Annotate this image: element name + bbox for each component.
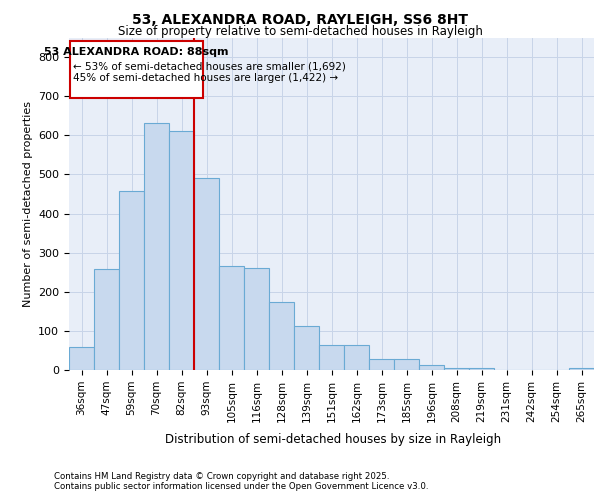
Bar: [244, 268, 269, 370]
Bar: [419, 366, 444, 370]
Text: ← 53% of semi-detached houses are smaller (1,692): ← 53% of semi-detached houses are smalle…: [73, 62, 346, 72]
Bar: [219, 266, 244, 370]
Bar: [144, 123, 169, 370]
Bar: [394, 360, 419, 370]
Bar: [69, 348, 94, 370]
Bar: [319, 344, 344, 370]
Text: 53, ALEXANDRA ROAD, RAYLEIGH, SS6 8HT: 53, ALEXANDRA ROAD, RAYLEIGH, SS6 8HT: [132, 12, 468, 26]
Text: Contains HM Land Registry data © Crown copyright and database right 2025.: Contains HM Land Registry data © Crown c…: [54, 472, 389, 481]
Bar: [169, 130, 194, 370]
Text: Distribution of semi-detached houses by size in Rayleigh: Distribution of semi-detached houses by …: [165, 432, 501, 446]
Y-axis label: Number of semi-detached properties: Number of semi-detached properties: [23, 101, 32, 306]
Bar: [269, 302, 294, 370]
Text: 45% of semi-detached houses are larger (1,422) →: 45% of semi-detached houses are larger (…: [73, 72, 338, 83]
Bar: [369, 360, 394, 370]
Text: 53 ALEXANDRA ROAD: 88sqm: 53 ALEXANDRA ROAD: 88sqm: [44, 48, 229, 58]
Bar: [119, 191, 144, 370]
Bar: [194, 178, 219, 370]
Bar: [569, 368, 594, 370]
Bar: [94, 269, 119, 370]
Bar: [444, 368, 469, 370]
Bar: [344, 346, 369, 370]
Text: Contains public sector information licensed under the Open Government Licence v3: Contains public sector information licen…: [54, 482, 428, 491]
FancyBboxPatch shape: [70, 42, 203, 98]
Bar: [469, 368, 494, 370]
Text: Size of property relative to semi-detached houses in Rayleigh: Size of property relative to semi-detach…: [118, 25, 482, 38]
Bar: [294, 326, 319, 370]
